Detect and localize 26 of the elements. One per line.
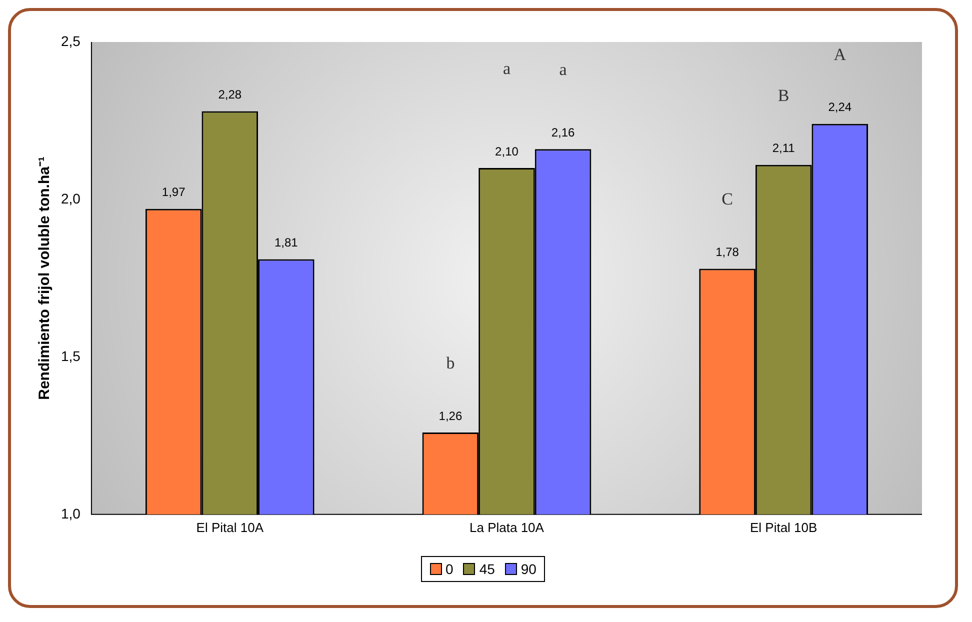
annotation: a — [559, 60, 568, 80]
annotation: A — [834, 44, 847, 64]
data-label: 2,11 — [772, 141, 796, 156]
legend-label: 90 — [520, 561, 536, 577]
data-label: 1,78 — [716, 245, 740, 260]
data-label: 1,81 — [274, 236, 298, 250]
y-tick-label: 1,5 — [60, 348, 81, 364]
data-label: 2,28 — [218, 88, 242, 102]
series-label: 45 — [479, 561, 495, 577]
legend-label: 0 — [446, 561, 454, 577]
data-label: 1,97 — [162, 185, 186, 200]
x-tick-label: El Pital 10A — [196, 520, 264, 535]
data-label: 2,24 — [828, 100, 852, 114]
x-tick-label: El Pital 10B — [750, 520, 818, 535]
y-tick-label: 1,0 — [60, 505, 81, 522]
annotation: C — [722, 190, 733, 209]
data-label: 2,16 — [551, 125, 576, 140]
x-tick-label: La Plata 10A — [470, 520, 544, 535]
y-axis-title: Rendimiento frijol voluble ton.ha⁻¹ — [36, 156, 54, 400]
y-tick-label: 2,0 — [60, 190, 81, 206]
annotation: a — [502, 58, 511, 78]
annotation: b — [446, 353, 455, 372]
y-tick-label: 2,5 — [60, 32, 81, 49]
data-label: 1,26 — [438, 408, 462, 423]
annotation: B — [778, 86, 790, 105]
data-label: 2,10 — [495, 144, 519, 158]
